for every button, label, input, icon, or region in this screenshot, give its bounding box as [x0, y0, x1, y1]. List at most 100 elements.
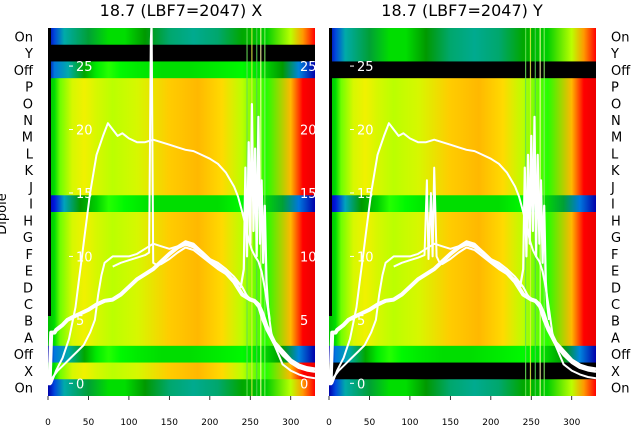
row-label-j: J — [28, 181, 33, 196]
overlay-ytick-label-right: 20 — [300, 124, 317, 139]
overlay-ytick-label-right: 5 — [300, 314, 308, 329]
heatmap-row-k — [48, 161, 315, 180]
heatmap-row-b — [329, 312, 596, 330]
row-label-e: E — [611, 265, 619, 280]
series-y — [329, 28, 596, 386]
row-label-x: X — [24, 365, 33, 380]
row-label-e: E — [25, 265, 33, 280]
row-label-off: Off — [611, 348, 631, 363]
row-label-f: F — [611, 248, 618, 263]
heatmap-y — [329, 28, 596, 396]
dipole-axis-label: Dipole — [0, 193, 10, 234]
heatmap-row-on — [329, 28, 596, 46]
x-axis-ticks-y: 0 50 100 150 200 250 300 — [326, 396, 581, 428]
heatmap-row-l — [329, 145, 596, 163]
overlay-ytick-label: 15 — [357, 187, 374, 202]
overlay-ytick-label: 25 — [357, 60, 374, 75]
heatmap-row-d — [329, 278, 596, 297]
row-label-m: M — [22, 131, 33, 146]
panel-title-x: 18.7 (LBF7=2047) X — [100, 1, 263, 20]
row-label-k: K — [24, 164, 33, 179]
overlay-ytick-label: 15 — [76, 187, 93, 202]
baseline-strip — [48, 28, 51, 316]
overlay-ytick-label: 5 — [76, 314, 84, 329]
panel-title-y: 18.7 (LBF7=2047) Y — [381, 1, 543, 20]
row-label-d: D — [611, 281, 621, 296]
x-tick-label: 300 — [282, 418, 299, 428]
heatmap-row-off — [329, 61, 596, 79]
overlay-ytick-label: 20 — [357, 124, 374, 139]
row-label-g: G — [611, 231, 621, 246]
overlay-ytick-label-right: 0 — [300, 377, 308, 392]
series-line-0 — [329, 241, 596, 386]
heatmap-row-on — [48, 379, 315, 396]
overlay-ytick-label-right: 15 — [300, 187, 317, 202]
overlay-yticks-y: 0 5 10 15 20 25 — [350, 60, 374, 392]
row-label-on: On — [611, 382, 629, 397]
row-label-off: Off — [611, 64, 631, 79]
x-tick-label: 200 — [482, 418, 499, 428]
series-line-1 — [48, 122, 315, 385]
row-label-d: D — [23, 281, 33, 296]
row-label-o: O — [23, 97, 33, 112]
row-label-y: Y — [610, 47, 619, 62]
overlay-ytick-label: 25 — [76, 60, 93, 75]
heatmap-row-n — [48, 111, 315, 129]
overlay-ytick-label-right: 25 — [300, 60, 317, 75]
heatmap-row-f — [329, 245, 596, 263]
row-label-h: H — [611, 214, 621, 229]
series-x — [48, 28, 315, 386]
row-label-p: P — [25, 81, 33, 96]
row-label-a: A — [611, 331, 620, 346]
overlay-ytick-label: 5 — [357, 314, 365, 329]
heatmap-row-on — [329, 379, 596, 396]
baseline-strip — [329, 28, 332, 316]
overlay-ytick-label: 0 — [357, 377, 365, 392]
row-label-i: I — [611, 198, 615, 213]
x-tick-label: 100 — [120, 418, 137, 428]
series-line-4 — [239, 103, 271, 321]
row-label-x: X — [611, 365, 620, 380]
heatmap-row-off — [329, 345, 596, 364]
heatmap-row-n — [329, 111, 596, 129]
series-line-2 — [329, 240, 596, 384]
heatmap-row-o — [329, 94, 596, 113]
row-label-on: On — [15, 30, 33, 45]
x-tick-label: 50 — [364, 418, 376, 428]
heatmap-row-x — [48, 362, 315, 380]
heatmap-row-y — [48, 44, 315, 63]
series-line-4 — [518, 115, 551, 321]
row-label-n: N — [23, 114, 33, 129]
heatmap-row-off — [48, 345, 315, 364]
x-tick-label: 100 — [401, 418, 418, 428]
heatmap-row-o — [48, 94, 315, 113]
x-axis-ticks-x: 0 50 100 150 200 250 300 — [45, 396, 300, 428]
x-tick-label: 250 — [523, 418, 540, 428]
row-label-b: B — [611, 315, 620, 330]
series-line-3 — [393, 166, 524, 288]
x-tick-label: 50 — [83, 418, 95, 428]
overlay-yticks-x: 0 0 5 5 10 10 15 15 20 20 25 25 — [69, 60, 317, 392]
row-label-l: L — [26, 147, 34, 162]
x-tick-label: 0 — [45, 418, 51, 428]
overlay-ytick-label-right: 10 — [300, 250, 317, 265]
row-label-j: J — [610, 181, 615, 196]
row-label-y: Y — [24, 47, 33, 62]
row-label-o: O — [611, 97, 621, 112]
heatmap-row-a — [48, 329, 315, 347]
panel-y: 0 5 10 15 20 25 0 50 100 150 200 250 300 18.7 (LBF7… — [326, 1, 631, 428]
heatmap-row-f — [48, 245, 315, 263]
overlay-ytick-label: 10 — [357, 250, 374, 265]
row-label-f: F — [26, 248, 33, 263]
heatmap-row-on — [48, 28, 315, 46]
row-label-k: K — [611, 164, 620, 179]
row-label-b: B — [24, 315, 33, 330]
row-label-on: On — [15, 382, 33, 397]
heatmap-row-b — [48, 312, 315, 330]
heatmap-row-d — [48, 278, 315, 297]
row-label-a: A — [24, 331, 33, 346]
row-label-g: G — [23, 231, 33, 246]
